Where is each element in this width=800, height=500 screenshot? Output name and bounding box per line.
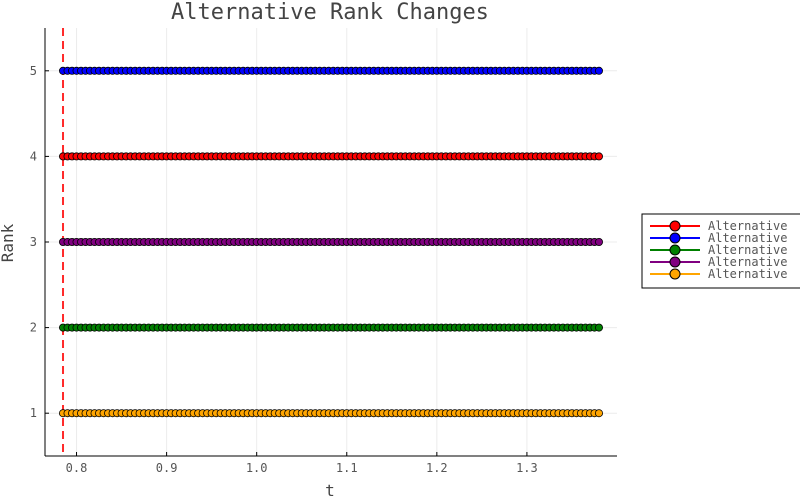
series-5 bbox=[59, 409, 603, 418]
y-tick-label: 4 bbox=[30, 149, 37, 163]
legend-swatch-marker bbox=[669, 220, 681, 232]
y-tick-label: 2 bbox=[30, 321, 37, 335]
legend-entry: Alternative bbox=[708, 231, 787, 245]
x-tick-label: 0.9 bbox=[156, 461, 178, 475]
chart-title: Alternative Rank Changes bbox=[171, 0, 489, 25]
series-3 bbox=[59, 323, 603, 332]
legend-swatch-marker bbox=[669, 232, 681, 244]
y-axis-label: Rank bbox=[0, 223, 17, 262]
legend-entry: Alternative bbox=[708, 219, 787, 233]
y-tick-label: 1 bbox=[30, 406, 37, 420]
y-tick-label: 5 bbox=[30, 64, 37, 78]
legend-entry: Alternative bbox=[708, 255, 787, 269]
x-tick-labels: 0.8 0.9 1.0 1.1 1.2 1.3 bbox=[66, 452, 538, 475]
data-point bbox=[594, 409, 603, 418]
x-tick-label: 1.1 bbox=[336, 461, 358, 475]
x-tick-label: 0.8 bbox=[66, 461, 88, 475]
legend-swatch-marker bbox=[669, 268, 681, 280]
y-tick-label: 3 bbox=[30, 235, 37, 249]
x-axis-label: t bbox=[325, 481, 335, 500]
y-tick-labels: 1 2 3 4 5 bbox=[30, 64, 49, 420]
series-2 bbox=[59, 66, 603, 75]
legend-swatch-marker bbox=[669, 256, 681, 268]
legend-entry: Alternative bbox=[708, 243, 787, 257]
legend-swatch-marker bbox=[669, 244, 681, 256]
series-1 bbox=[59, 152, 603, 161]
x-tick-label: 1.2 bbox=[426, 461, 448, 475]
legend: AlternativeAlternativeAlternativeAlterna… bbox=[641, 213, 800, 289]
data-points bbox=[59, 66, 603, 418]
data-point bbox=[594, 323, 603, 332]
data-point bbox=[594, 152, 603, 161]
data-point bbox=[594, 66, 603, 75]
legend-entry: Alternative bbox=[708, 267, 787, 281]
series-4 bbox=[59, 237, 603, 246]
x-tick-label: 1.0 bbox=[246, 461, 268, 475]
data-point bbox=[594, 237, 603, 246]
x-tick-label: 1.3 bbox=[516, 461, 538, 475]
